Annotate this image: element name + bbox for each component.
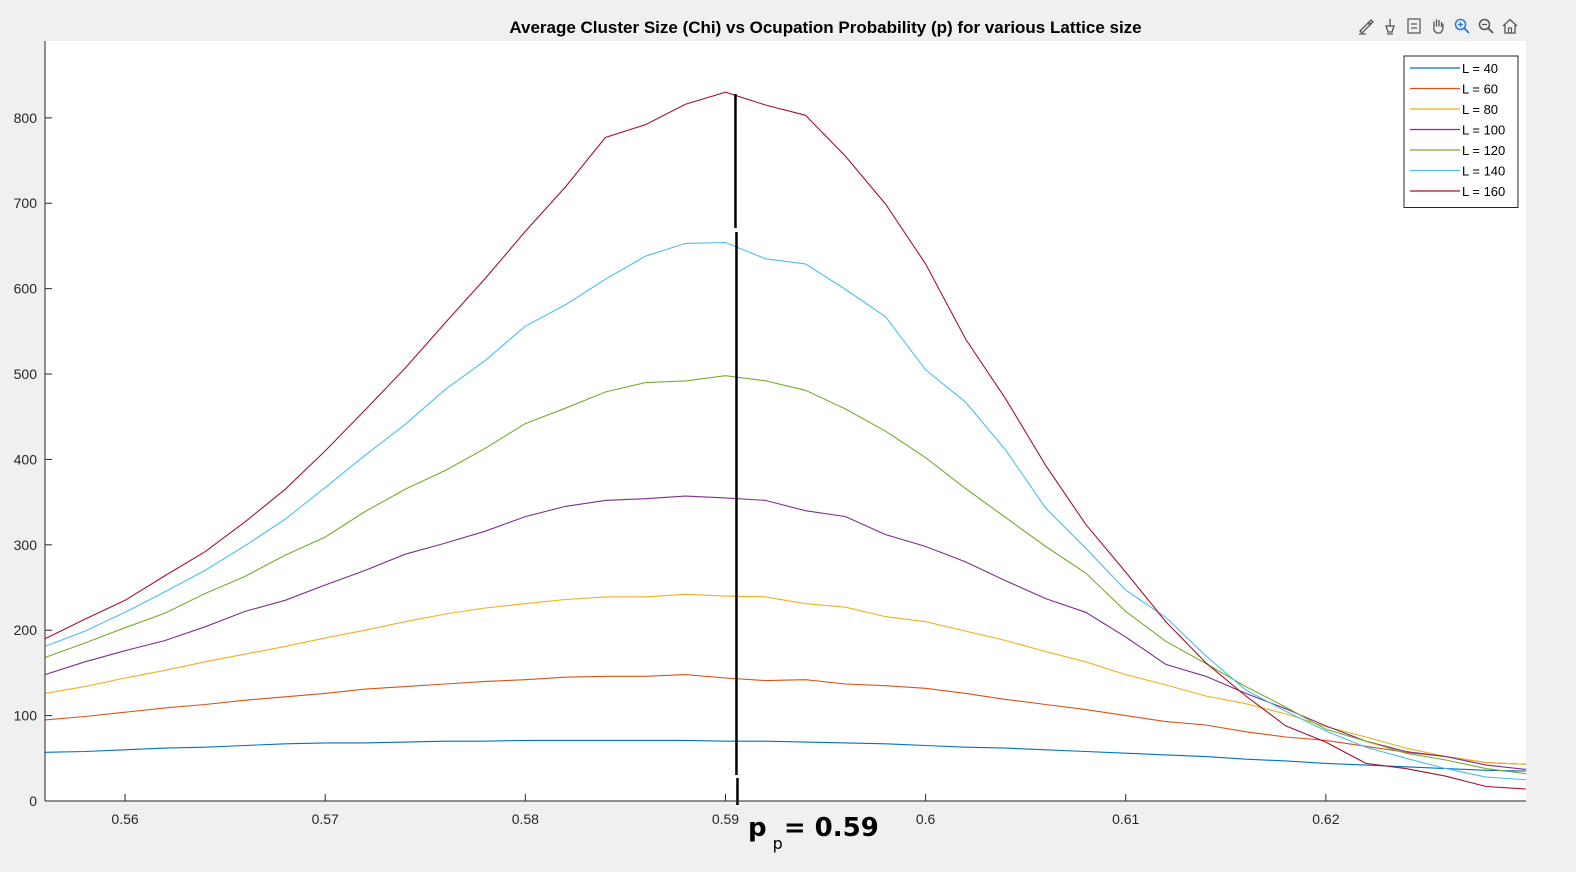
zoom-in-icon[interactable] xyxy=(1452,16,1472,36)
legend-label: L = 40 xyxy=(1462,61,1498,76)
data-tips-icon[interactable] xyxy=(1380,16,1400,36)
axes: 0.56 0.57 0.58 0.59 0.6 0.61 0.62 0 100 200 300 400… xyxy=(14,41,1526,827)
y-tick-label: 400 xyxy=(14,451,38,467)
legend-label: L = 80 xyxy=(1462,102,1498,117)
legend[interactable]: L = 40 L = 60 L = 80 L = 100 L = 120 L = 140 L… xyxy=(1403,55,1519,208)
pan-icon[interactable] xyxy=(1428,16,1448,36)
y-tick-label: 200 xyxy=(14,622,38,638)
x-tick-label: 0.62 xyxy=(1312,811,1339,827)
legend-label: L = 160 xyxy=(1462,184,1505,199)
legend-toggle-icon[interactable] xyxy=(1404,16,1424,36)
y-tick-label: 500 xyxy=(14,366,38,382)
plot-area xyxy=(45,41,1526,801)
legend-label: L = 140 xyxy=(1462,164,1505,179)
chart-title: Average Cluster Size (Chi) vs Ocupation … xyxy=(509,18,1141,37)
legend-box xyxy=(1403,55,1519,208)
y-tick-label: 700 xyxy=(14,195,38,211)
series-line-5 xyxy=(44,375,1527,775)
y-tick-label: 600 xyxy=(14,281,38,297)
series-line-1 xyxy=(44,739,1527,772)
legend-label: L = 60 xyxy=(1462,82,1498,97)
series-layer xyxy=(44,91,1527,790)
series-line-7 xyxy=(44,91,1527,790)
critical-point-annotation: pp = 0.59 xyxy=(734,94,879,853)
legend-label: L = 120 xyxy=(1462,143,1505,158)
y-tick-label: 100 xyxy=(14,708,38,724)
figure-toolbar xyxy=(1356,16,1520,36)
y-tick-label: 0 xyxy=(29,793,37,809)
critical-point-label: pp = 0.59 xyxy=(748,813,879,853)
legend-label: L = 100 xyxy=(1462,123,1505,138)
zoom-out-icon[interactable] xyxy=(1476,16,1496,36)
series-line-6 xyxy=(44,241,1527,781)
x-tick-label: 0.57 xyxy=(312,811,339,827)
y-tick-label: 800 xyxy=(14,110,38,126)
series-line-3 xyxy=(44,593,1527,765)
series-line-4 xyxy=(44,495,1527,770)
x-tick-label: 0.58 xyxy=(512,811,539,827)
series-line-2 xyxy=(44,674,1527,765)
x-tick-label: 0.6 xyxy=(916,811,936,827)
home-icon[interactable] xyxy=(1500,16,1520,36)
x-tick-label: 0.59 xyxy=(712,811,739,827)
brush-icon[interactable] xyxy=(1356,16,1376,36)
y-tick-label: 300 xyxy=(14,537,38,553)
x-tick-label: 0.61 xyxy=(1112,811,1139,827)
x-tick-label: 0.56 xyxy=(111,811,138,827)
